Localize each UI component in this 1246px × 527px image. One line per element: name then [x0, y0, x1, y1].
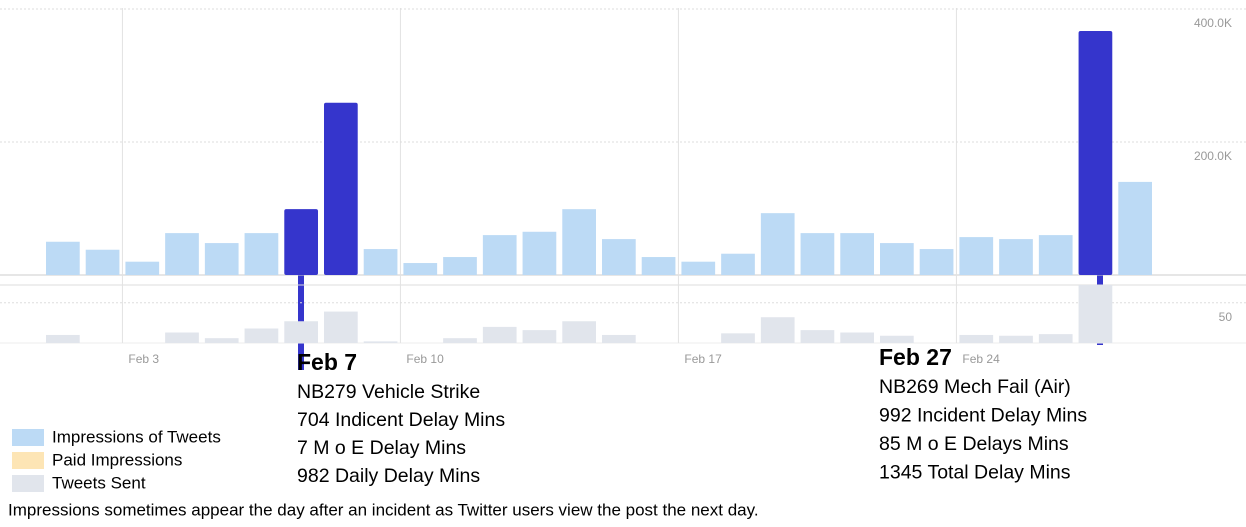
annotation-line: NB269 Mech Fail (Air) — [879, 376, 1071, 398]
bar — [482, 326, 517, 343]
bar — [602, 239, 636, 275]
x-tick-label: Feb 17 — [684, 352, 722, 366]
annotation-title: Feb 7 — [297, 349, 357, 375]
annotation-line: NB279 Vehicle Strike — [297, 381, 480, 403]
bar — [959, 334, 994, 343]
bar — [403, 263, 438, 275]
legend-label: Impressions of Tweets — [52, 427, 221, 446]
bar — [959, 237, 994, 275]
bar — [760, 317, 795, 343]
bar — [1078, 285, 1113, 343]
bar — [165, 332, 199, 343]
bar — [760, 213, 795, 275]
x-tick-label: Feb 3 — [128, 352, 159, 366]
bar — [46, 334, 80, 343]
bar — [840, 233, 874, 275]
legend-swatch — [12, 475, 44, 492]
y-tick-label: 400.0K — [1194, 16, 1232, 30]
bar — [324, 311, 358, 343]
annotation-line: 982 Daily Delay Mins — [297, 465, 480, 487]
bar — [482, 235, 517, 275]
bar — [721, 253, 755, 275]
bar — [641, 257, 676, 275]
bar — [681, 261, 716, 275]
bar — [800, 330, 835, 343]
bar — [443, 257, 477, 275]
bar — [284, 321, 318, 343]
bar — [721, 333, 755, 343]
bar — [522, 231, 557, 275]
bar — [363, 341, 398, 343]
bar — [1038, 334, 1073, 343]
footnote: Impressions sometimes appear the day aft… — [8, 500, 759, 519]
bar — [324, 102, 358, 275]
bar — [880, 335, 914, 343]
bar — [204, 338, 239, 343]
x-tick-label: Feb 10 — [406, 352, 444, 366]
legend-swatch — [12, 429, 44, 446]
bar — [85, 249, 120, 275]
bar — [125, 261, 160, 275]
annotation-line: 704 Indicent Delay Mins — [297, 409, 505, 431]
legend-swatch — [12, 452, 44, 469]
bar — [244, 328, 279, 343]
x-tick-label: Feb 24 — [962, 352, 1000, 366]
bar — [284, 209, 318, 275]
bar — [602, 334, 636, 343]
bar — [880, 243, 914, 275]
bar — [165, 233, 199, 275]
bar — [800, 233, 835, 275]
bar — [204, 243, 239, 275]
y-tick-label: 50 — [1219, 310, 1233, 324]
bar — [1038, 235, 1073, 275]
bar — [443, 338, 477, 343]
bar — [999, 239, 1033, 275]
legend-label: Paid Impressions — [52, 450, 182, 469]
bar — [1118, 181, 1152, 275]
bar — [919, 249, 954, 275]
bar — [244, 233, 279, 275]
bar — [562, 209, 596, 275]
bar — [1078, 30, 1113, 275]
annotation-line: 7 M o E Delay Mins — [297, 437, 466, 459]
annotation-line: 992 Incident Delay Mins — [879, 405, 1087, 427]
bar — [46, 241, 80, 275]
annotation-line: 85 M o E Delays Mins — [879, 433, 1069, 455]
annotation-title: Feb 27 — [879, 344, 952, 370]
annotation-line: 1345 Total Delay Mins — [879, 462, 1071, 484]
y-tick-label: 200.0K — [1194, 149, 1232, 163]
bar — [840, 332, 874, 343]
bar — [999, 335, 1033, 343]
bar — [522, 330, 557, 343]
legend-label: Tweets Sent — [52, 473, 146, 492]
bar — [562, 321, 596, 343]
bar — [363, 249, 398, 275]
